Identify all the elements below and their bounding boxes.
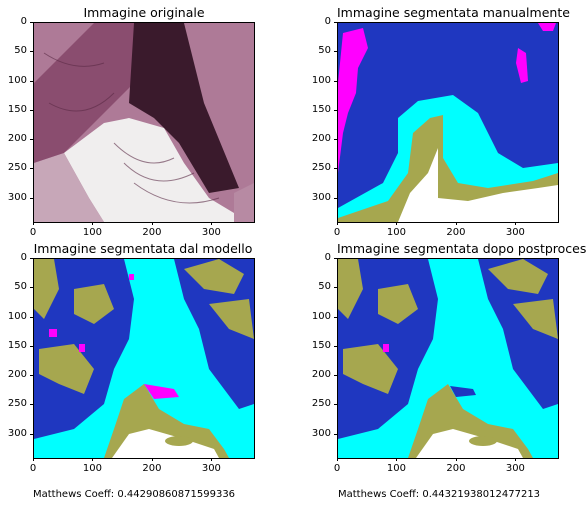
y-tick-label: 50 bbox=[318, 45, 331, 57]
y-tick-mark bbox=[334, 433, 337, 435]
y-tick-mark bbox=[30, 287, 33, 289]
y-tick-label: 100 bbox=[311, 310, 331, 322]
y-tick-label: 300 bbox=[7, 191, 27, 203]
panel-title: Immagine originale bbox=[83, 5, 205, 20]
matthews-coeff-right: Matthews Coeff: 0.44321938012477213 bbox=[338, 489, 541, 500]
y-tick-label: 250 bbox=[7, 162, 27, 174]
y-tick-label: 150 bbox=[311, 103, 331, 115]
y-tick-label: 50 bbox=[14, 281, 27, 293]
x-tick-mark bbox=[337, 222, 338, 225]
y-tick-mark bbox=[334, 316, 337, 318]
y-tick-label: 150 bbox=[7, 103, 27, 115]
y-tick-mark bbox=[334, 258, 337, 259]
y-tick-mark bbox=[334, 375, 337, 377]
x-tick-label: 300 bbox=[505, 227, 525, 238]
y-tick-mark bbox=[30, 168, 33, 170]
x-tick-label: 200 bbox=[446, 227, 466, 238]
y-tick-mark bbox=[334, 80, 337, 82]
y-tick-label: 0 bbox=[20, 16, 27, 27]
panel-title: Immagine segmentata manualmente bbox=[337, 5, 570, 20]
x-tick-label: 300 bbox=[201, 227, 221, 238]
y-tick-mark bbox=[30, 22, 33, 23]
y-tick-mark bbox=[334, 109, 337, 111]
y-tick-label: 200 bbox=[311, 133, 331, 145]
x-tick-mark bbox=[337, 458, 338, 461]
y-tick-label: 300 bbox=[311, 191, 331, 203]
y-tick-label: 0 bbox=[324, 16, 331, 27]
x-tick-label: 100 bbox=[82, 463, 102, 474]
y-tick-label: 0 bbox=[20, 252, 27, 263]
x-tick-label: 0 bbox=[333, 227, 341, 238]
y-tick-mark bbox=[30, 197, 33, 199]
y-tick-mark bbox=[30, 51, 33, 53]
x-tick-label: 200 bbox=[142, 463, 162, 474]
x-tick-mark bbox=[211, 458, 213, 461]
y-tick-label: 200 bbox=[311, 369, 331, 381]
y-tick-mark bbox=[30, 80, 33, 82]
y-tick-label: 250 bbox=[311, 162, 331, 174]
y-tick-label: 150 bbox=[311, 339, 331, 351]
x-tick-label: 100 bbox=[386, 227, 406, 238]
x-tick-mark bbox=[455, 222, 457, 225]
x-tick-mark bbox=[33, 458, 34, 461]
y-tick-mark bbox=[334, 404, 337, 406]
y-tick-mark bbox=[334, 22, 337, 23]
y-tick-label: 300 bbox=[311, 427, 331, 439]
x-tick-mark bbox=[515, 222, 517, 225]
x-tick-label: 0 bbox=[29, 463, 37, 474]
y-tick-label: 250 bbox=[7, 398, 27, 410]
x-tick-label: 200 bbox=[142, 227, 162, 238]
panel-title: Immagine segmentata dal modello bbox=[33, 241, 253, 256]
x-tick-mark bbox=[151, 458, 153, 461]
image-manual-segmentation bbox=[337, 22, 559, 223]
x-tick-label: 100 bbox=[386, 463, 406, 474]
y-tick-mark bbox=[30, 404, 33, 406]
x-tick-label: 0 bbox=[333, 463, 341, 474]
panel-title: Immagine segmentata dopo postprocessing bbox=[337, 241, 587, 256]
image-model-segmentation bbox=[33, 258, 255, 459]
x-tick-mark bbox=[396, 458, 398, 461]
y-tick-mark bbox=[30, 258, 33, 259]
y-tick-label: 200 bbox=[7, 369, 27, 381]
x-tick-mark bbox=[515, 458, 517, 461]
x-tick-mark bbox=[92, 222, 94, 225]
y-tick-mark bbox=[30, 109, 33, 111]
y-tick-mark bbox=[30, 433, 33, 435]
y-tick-label: 150 bbox=[7, 339, 27, 351]
y-tick-label: 0 bbox=[324, 252, 331, 263]
x-tick-mark bbox=[211, 222, 213, 225]
x-tick-mark bbox=[92, 458, 94, 461]
y-tick-mark bbox=[30, 375, 33, 377]
y-tick-mark bbox=[334, 345, 337, 347]
y-tick-label: 50 bbox=[318, 281, 331, 293]
x-tick-mark bbox=[151, 222, 153, 225]
x-tick-label: 300 bbox=[505, 463, 525, 474]
y-tick-mark bbox=[30, 139, 33, 141]
y-tick-label: 100 bbox=[7, 310, 27, 322]
matthews-coeff-left: Matthews Coeff: 0.44290860871599336 bbox=[33, 489, 236, 500]
y-tick-label: 50 bbox=[14, 45, 27, 57]
x-tick-mark bbox=[455, 458, 457, 461]
y-tick-mark bbox=[30, 316, 33, 318]
y-tick-label: 100 bbox=[7, 74, 27, 86]
x-tick-label: 100 bbox=[82, 227, 102, 238]
y-tick-label: 250 bbox=[311, 398, 331, 410]
x-tick-mark bbox=[396, 222, 398, 225]
y-tick-mark bbox=[30, 345, 33, 347]
x-tick-label: 300 bbox=[201, 463, 221, 474]
y-tick-label: 200 bbox=[7, 133, 27, 145]
y-tick-mark bbox=[334, 51, 337, 53]
x-tick-label: 0 bbox=[29, 227, 37, 238]
y-tick-mark bbox=[334, 287, 337, 289]
image-postprocessed-segmentation bbox=[337, 258, 559, 459]
y-tick-mark bbox=[334, 139, 337, 141]
y-tick-label: 300 bbox=[7, 427, 27, 439]
image-original bbox=[33, 22, 255, 223]
y-tick-mark bbox=[334, 168, 337, 170]
x-tick-mark bbox=[33, 222, 34, 225]
x-tick-label: 200 bbox=[446, 463, 466, 474]
y-tick-label: 100 bbox=[311, 74, 331, 86]
y-tick-mark bbox=[334, 197, 337, 199]
